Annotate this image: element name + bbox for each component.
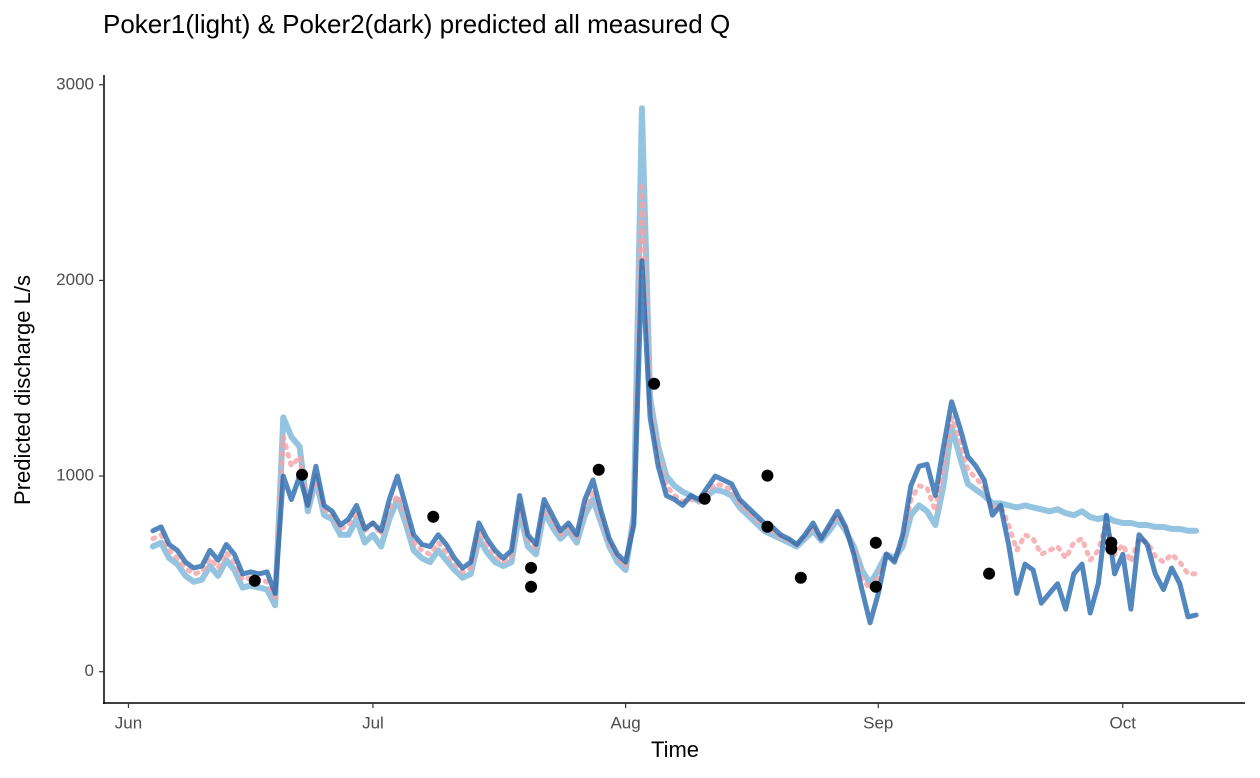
y-tick-label: 3000 bbox=[56, 74, 94, 93]
measured-point bbox=[525, 580, 538, 593]
y-tick-label: 0 bbox=[85, 661, 94, 680]
x-tick-label: Sep bbox=[863, 713, 893, 732]
series-line bbox=[149, 105, 1200, 609]
measured-point bbox=[869, 580, 882, 593]
series-line bbox=[150, 258, 1199, 626]
measured-point bbox=[794, 571, 807, 584]
measured-point bbox=[648, 377, 661, 390]
y-tick-label: 2000 bbox=[56, 270, 94, 289]
y-tick-label: 1000 bbox=[56, 466, 94, 485]
x-tick-label: Aug bbox=[610, 713, 640, 732]
measured-point bbox=[1105, 542, 1118, 555]
x-axis-label: Time bbox=[651, 737, 699, 762]
measured-point bbox=[761, 469, 774, 482]
measured-point bbox=[296, 468, 309, 481]
series-line bbox=[150, 180, 1199, 600]
measured-point bbox=[525, 561, 538, 574]
y-axis-label: Predicted discharge L/s bbox=[10, 275, 35, 505]
measured-point bbox=[427, 510, 440, 523]
chart-title: Poker1(light) & Poker2(dark) predicted a… bbox=[103, 9, 730, 39]
measured-point bbox=[592, 463, 605, 476]
measured-point bbox=[869, 536, 882, 549]
measured-point bbox=[983, 567, 996, 580]
x-tick-label: Oct bbox=[1110, 713, 1137, 732]
measured-point bbox=[761, 520, 774, 533]
x-tick-label: Jun bbox=[115, 713, 142, 732]
measured-point bbox=[248, 574, 261, 587]
x-tick-label: Jul bbox=[362, 713, 384, 732]
measured-point bbox=[698, 492, 711, 505]
